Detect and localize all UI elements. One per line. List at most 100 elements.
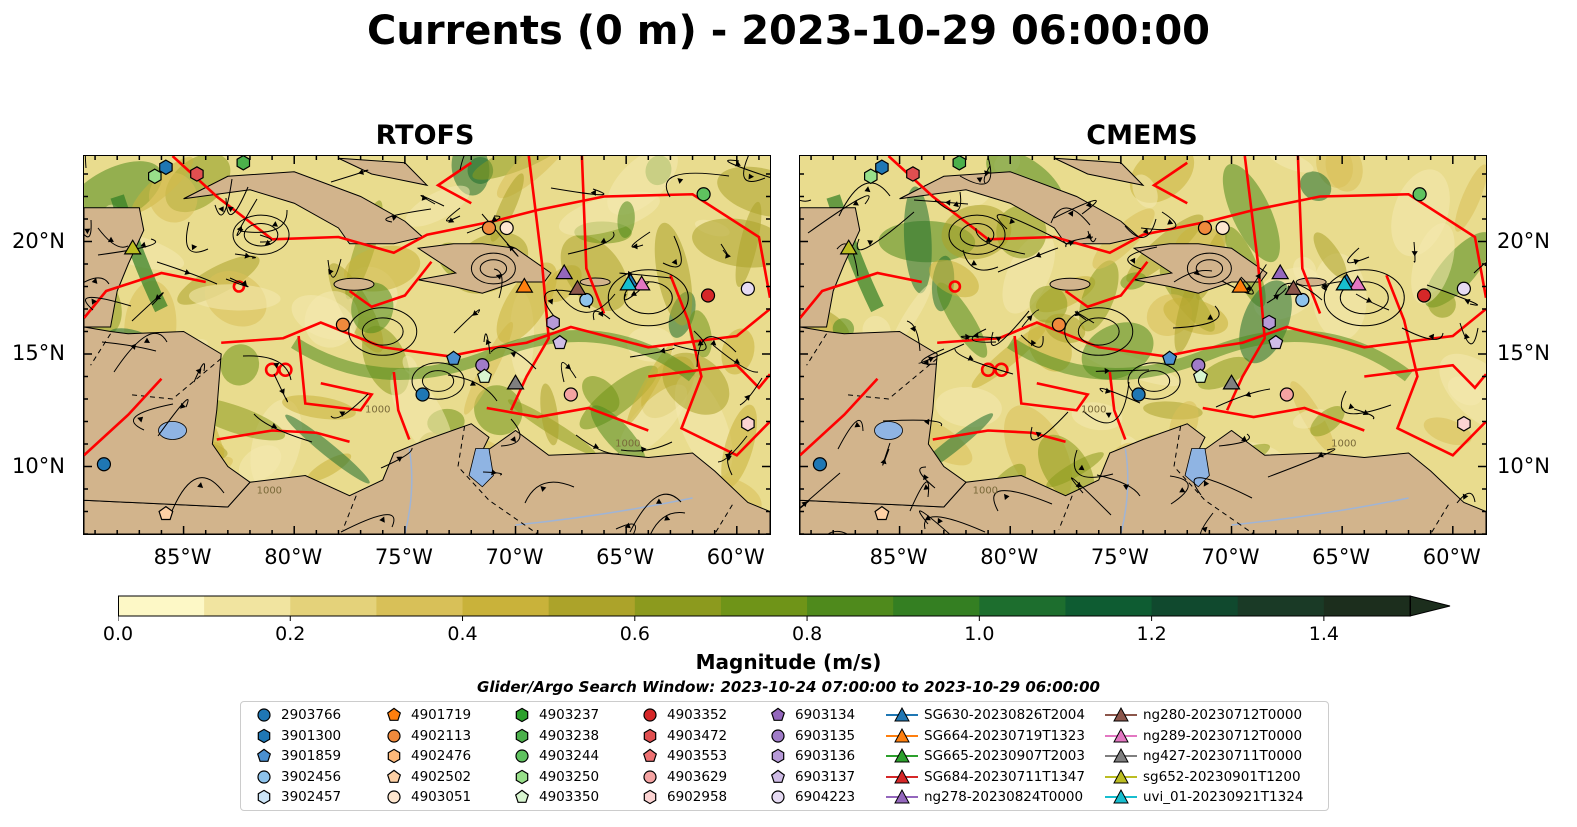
land-masses bbox=[800, 157, 1486, 534]
colorbar-segment bbox=[290, 596, 377, 616]
legend-item: 4902113 bbox=[383, 726, 471, 746]
argo-marker bbox=[147, 168, 162, 185]
glider-marker bbox=[1231, 277, 1250, 293]
glider-marker bbox=[619, 275, 638, 291]
legend-marker bbox=[257, 708, 271, 722]
argo-marker bbox=[952, 156, 967, 171]
argo-marker bbox=[1456, 281, 1471, 296]
argo-marker bbox=[1268, 334, 1284, 350]
legend-marker bbox=[643, 789, 657, 805]
legend-label: 4903244 bbox=[539, 748, 600, 764]
glider-marker bbox=[1284, 279, 1303, 295]
map-cmems[interactable]: 1000 1000 1000 bbox=[799, 155, 1487, 535]
legend-marker bbox=[642, 748, 658, 762]
legend-label: 6903134 bbox=[795, 707, 856, 723]
legend-label: 6902958 bbox=[667, 789, 728, 805]
legend-marker bbox=[886, 788, 918, 804]
legend-label: 4903352 bbox=[667, 707, 728, 723]
legend-item: SG684-20230711T1347 bbox=[886, 767, 1085, 787]
legend-label: 6903136 bbox=[795, 748, 856, 764]
legend-label: 3902457 bbox=[281, 789, 342, 805]
glider-positions bbox=[123, 239, 651, 390]
legend-label: 4903350 bbox=[539, 789, 600, 805]
legend-marker bbox=[1105, 747, 1137, 763]
legend-marker bbox=[770, 707, 786, 721]
argo-marker bbox=[96, 457, 112, 472]
legend-item: 6903134 bbox=[767, 705, 855, 725]
inland-water bbox=[874, 421, 1210, 488]
argo-marker bbox=[874, 505, 890, 521]
rivers bbox=[404, 448, 693, 534]
map-canvas: 1000 1000 1000 bbox=[84, 156, 770, 534]
legend-marker bbox=[771, 748, 785, 764]
legend-item: 3901859 bbox=[253, 746, 341, 766]
x-tick-label: 80°W bbox=[980, 545, 1039, 569]
rivers bbox=[1120, 448, 1409, 534]
legend-item: 3902456 bbox=[253, 767, 341, 787]
legend-item: 4902502 bbox=[383, 767, 471, 787]
argo-marker bbox=[1162, 350, 1178, 365]
legend-label: 3902456 bbox=[281, 768, 342, 785]
legend-item: uvi_01-20230921T1324 bbox=[1105, 787, 1303, 807]
argo-marker bbox=[158, 505, 174, 521]
argo-marker bbox=[1131, 387, 1146, 402]
legend-item: 6903137 bbox=[767, 767, 855, 787]
legend-marker bbox=[770, 769, 786, 783]
argo-marker bbox=[446, 350, 462, 365]
legend-label: ng427-20230711T0000 bbox=[1143, 748, 1303, 764]
map-rtofs[interactable]: 1000 1000 1000 bbox=[83, 155, 771, 535]
argo-marker bbox=[546, 314, 560, 331]
legend-label: sg652-20230901T1200 bbox=[1143, 768, 1301, 785]
x-tick-label: 80°W bbox=[264, 545, 323, 569]
x-tick-label: 85°W bbox=[153, 545, 212, 569]
legend-label: ng289-20230712T0000 bbox=[1143, 727, 1303, 744]
argo-marker bbox=[1262, 314, 1276, 331]
legend-marker bbox=[1105, 768, 1137, 783]
argo-marker bbox=[190, 166, 204, 182]
legend-item: 3901300 bbox=[253, 726, 341, 746]
argo-marker bbox=[476, 368, 493, 383]
legend-marker bbox=[515, 769, 529, 784]
depth-contour-labels: 1000 1000 1000 bbox=[973, 405, 1357, 497]
legend-item: ng280-20230712T0000 bbox=[1105, 705, 1302, 725]
legend-marker bbox=[515, 707, 529, 723]
legend-item: 3902457 bbox=[253, 787, 341, 807]
legend-marker bbox=[1105, 727, 1137, 742]
legend-label: ng280-20230712T0000 bbox=[1143, 707, 1303, 723]
argo-floats bbox=[96, 156, 755, 521]
legend-label: SG665-20230907T2003 bbox=[924, 748, 1085, 764]
colorbar-extend-arrow bbox=[1409, 595, 1451, 617]
depth-contour-labels: 1000 1000 1000 bbox=[257, 405, 641, 497]
frame-ticks bbox=[84, 156, 770, 534]
argo-marker bbox=[696, 187, 711, 202]
colorbar-segment bbox=[979, 596, 1066, 616]
legend-marker bbox=[886, 727, 918, 742]
legend-item: 2903766 bbox=[253, 705, 341, 725]
colorbar-segment bbox=[807, 596, 894, 616]
colorbar-segment bbox=[720, 596, 808, 616]
legend-item: 4903629 bbox=[639, 767, 727, 787]
legend-label: 2903766 bbox=[281, 707, 342, 723]
legend-label: 4903051 bbox=[411, 789, 472, 805]
boundary-lines bbox=[800, 156, 1486, 457]
legend-item: 4903472 bbox=[639, 726, 727, 746]
legend-item: 4903350 bbox=[511, 787, 599, 807]
colorbar bbox=[118, 595, 1451, 621]
legend-marker bbox=[886, 768, 918, 783]
legend-label: 4903553 bbox=[667, 748, 728, 764]
argo-marker bbox=[1197, 220, 1213, 236]
glider-marker bbox=[506, 374, 525, 390]
argo-marker bbox=[579, 292, 594, 308]
legend-marker bbox=[1105, 788, 1137, 804]
country-borders bbox=[90, 333, 733, 534]
legend-marker bbox=[1105, 706, 1137, 722]
x-tick-label: 75°W bbox=[1090, 545, 1149, 569]
legend-marker bbox=[514, 789, 530, 803]
colorbar-tick-label: 1.2 bbox=[1136, 623, 1167, 645]
x-tick-label: 60°W bbox=[706, 545, 765, 569]
legend-marker bbox=[886, 747, 918, 763]
frame-ticks bbox=[800, 156, 1486, 534]
argo-floats bbox=[812, 156, 1471, 521]
legend-label: 4902502 bbox=[411, 768, 472, 785]
x-tick-label: 65°W bbox=[596, 545, 655, 569]
